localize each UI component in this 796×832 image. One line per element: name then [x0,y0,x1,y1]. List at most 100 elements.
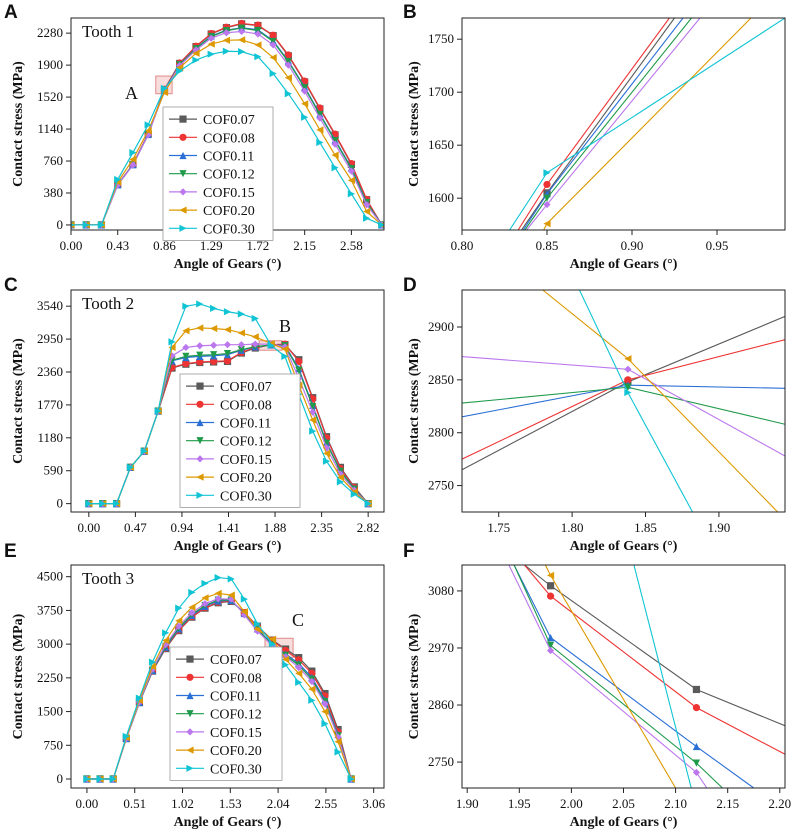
data-point [301,113,309,121]
data-point [268,635,277,643]
x-axis-label: Angle of Gears (°) [570,539,678,554]
x-tick-label: 1.75 [487,520,510,535]
series-line-cof0-15 [462,356,785,457]
data-point [251,340,259,348]
x-tick-label: 1.88 [264,520,287,535]
data-point [331,151,339,159]
y-tick-label: 1520 [37,89,63,104]
data-point [96,775,104,783]
data-point [347,176,355,184]
data-point [196,351,204,359]
data-point [282,661,290,669]
legend-marker [179,151,187,160]
series-line-cof0-30 [633,565,692,788]
x-tick-label: 2.10 [664,796,687,811]
data-point [308,696,316,704]
data-point [269,41,277,49]
x-tick-label: 2.04 [267,796,290,811]
data-point [624,355,632,363]
series-line-cof0-20 [542,290,779,512]
data-point [546,641,555,649]
data-point [624,383,632,391]
chart-title: Tooth 2 [82,294,134,313]
plot-frame [70,289,385,513]
legend: COF0.07 COF0.08 COF0.11 COF0.12 COF0.15 COF0.… [169,646,283,781]
data-point [210,351,218,359]
data-point [295,678,303,686]
data-point [543,220,551,228]
data-point [237,310,245,318]
y-tick-label: 3750 [37,602,63,617]
legend-marker [186,746,194,754]
data-point [251,333,259,341]
data-point [214,595,222,603]
data-point [347,775,355,783]
chart-title: Tooth 1 [82,22,134,41]
data-point [295,663,303,672]
panel-letter: A [4,2,18,23]
y-axis-label: Contact stress (MPa) [407,338,422,464]
x-tick-label: 0.95 [706,238,729,253]
data-point [122,732,130,740]
panel-d: D 1.75 1.80 1.85 1.90 2750 2800 2850 2900 Angle o… [403,275,786,554]
legend-entry: COF0.15 [203,186,255,201]
legend-entry: COF0.07 [220,380,272,395]
data-point [363,207,371,216]
legend-entry: COF0.20 [203,204,255,219]
data-point [546,592,555,600]
data-point [284,61,292,69]
data-point [192,56,200,64]
data-point [97,221,106,229]
legend-marker [179,133,187,141]
legend-entry: COF0.08 [203,131,255,146]
x-tick-label: 1.29 [200,238,223,253]
data-point [254,21,262,29]
data-point [284,74,292,82]
data-point [363,201,371,209]
x-tick-label: 2.35 [310,520,333,535]
data-point [144,121,152,129]
data-point [182,360,190,368]
y-tick-label: 2250 [37,670,63,685]
y-tick-label: 1650 [428,137,454,152]
data-point [238,27,246,36]
legend-entry: COF0.15 [220,453,272,468]
y-tick-label: 3540 [37,298,63,313]
x-tick-label: 2.58 [340,238,363,253]
y-tick-label: 590 [44,463,64,478]
y-axis-label: Contact stress (MPa) [11,61,26,187]
data-point [162,636,170,645]
series-line-cof0-11 [462,384,785,418]
data-point [114,175,122,184]
y-tick-label: 1770 [37,397,63,412]
data-point [301,77,309,85]
data-point [269,53,277,62]
y-axis-label: Contact stress (MPa) [11,613,26,739]
series-line-cof0-07 [462,315,785,471]
data-point [201,579,209,588]
legend: COF0.07 COF0.08 COF0.11 COF0.12 COF0.15 COF0.… [162,106,274,241]
data-point [331,140,339,148]
legend-marker [196,382,204,390]
x-tick-label: 2.55 [315,796,338,811]
data-point [222,36,231,44]
series-line-cof0-12 [524,18,692,230]
zoom-annotation: C [292,610,304,630]
y-tick-label: 1700 [428,84,454,99]
data-point [322,449,331,458]
data-point [284,90,292,98]
legend-entry: COF0.11 [203,150,254,165]
data-point [546,634,555,642]
data-point [334,733,342,741]
y-tick-label: 2900 [428,319,454,334]
data-point [267,341,275,349]
data-point [334,748,342,756]
data-point [378,221,384,229]
data-point [624,388,632,397]
data-point [254,53,262,61]
data-point [223,308,232,316]
x-tick-label: 3.06 [362,796,385,811]
legend-entry: COF0.12 [210,708,262,723]
data-point [196,342,204,350]
x-axis-label: Angle of Gears (°) [174,539,282,554]
